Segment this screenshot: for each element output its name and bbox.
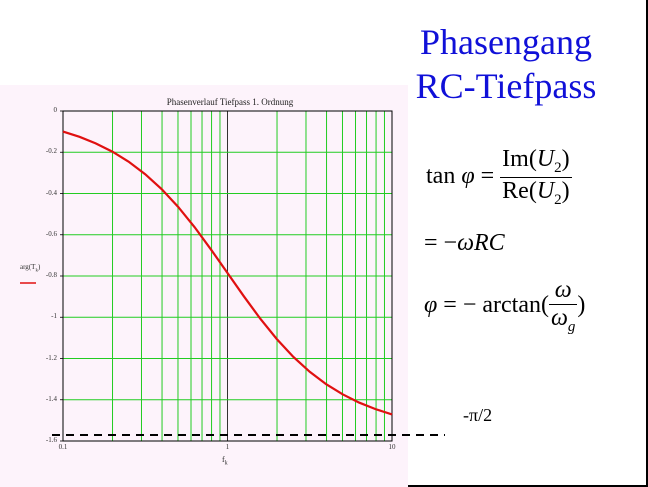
- y-tick-label: -0.4: [45, 188, 57, 197]
- f1-num-open: (: [528, 146, 537, 172]
- f1-num-close: ): [561, 146, 570, 172]
- phase-curve: [62, 130, 393, 416]
- f1-den-fn: Re: [502, 177, 529, 204]
- x-axis-label: fk: [222, 455, 228, 467]
- y-tick-label: -1.4: [45, 394, 57, 403]
- f1-lhs-fn: tan: [426, 162, 456, 189]
- f1-fraction: Im(U2) Re(U2): [500, 146, 572, 209]
- f1-num-sub: 2: [554, 159, 562, 176]
- y-axis-label-open: (: [28, 263, 32, 271]
- formula-omega-rc: = −ωRC: [424, 230, 505, 257]
- f3-numerator: ω: [548, 277, 578, 305]
- f3-fraction: ω ωg: [548, 277, 578, 336]
- slide-title: Phasengang RC-Tiefpass: [400, 20, 612, 108]
- y-tick-label: -0.8: [45, 271, 57, 279]
- f1-den-close: ): [561, 177, 570, 204]
- f1-den-open: (: [528, 177, 537, 204]
- reference-line-label: -π/2: [463, 405, 493, 425]
- y-axis-label-var: T: [31, 263, 36, 271]
- f2-eq: = −: [424, 230, 458, 256]
- y-axis-label-fn: arg: [20, 263, 29, 271]
- y-tick-label: -1.6: [45, 436, 57, 444]
- y-tick-label: -1: [51, 312, 57, 321]
- phase-chart: [20, 110, 445, 442]
- y-tick-label: 0: [53, 106, 58, 114]
- x-tick-label: 1: [225, 443, 230, 451]
- chart-title: Phasenverlauf Tiefpass 1. Ordnung: [166, 97, 294, 107]
- y-tick-label: -0.2: [45, 147, 57, 156]
- x-tick-label: 10: [388, 443, 396, 451]
- formula-tan-phi: tan φ = Im(U2) Re(U2): [426, 146, 572, 209]
- f3-lhs: φ: [424, 291, 438, 318]
- f1-den-var: U: [536, 177, 555, 204]
- y-tick-label: -0.6: [45, 229, 57, 238]
- y-tick-label: -1.2: [45, 353, 57, 362]
- f3-denominator: ωg: [549, 305, 577, 336]
- f1-num-var: U: [536, 146, 555, 172]
- y-axis-label-sub: k: [35, 268, 38, 274]
- x-tick-label: 0.1: [58, 443, 68, 451]
- f3-den-sub: g: [567, 318, 576, 335]
- f1-denominator: Re(U2): [500, 178, 572, 209]
- f1-num-fn: Im: [502, 146, 529, 172]
- x-axis-label-var: f: [222, 455, 225, 464]
- x-axis-label-sub: k: [224, 460, 228, 467]
- y-axis-label-close: ): [37, 263, 41, 271]
- f1-eq: =: [480, 162, 495, 189]
- f3-close: ): [577, 291, 586, 318]
- f1-lhs-var: φ: [461, 162, 475, 189]
- f1-numerator: Im(U2): [500, 146, 572, 178]
- title-line-1: Phasengang: [420, 22, 592, 62]
- f3-den-var: ω: [550, 305, 568, 331]
- title-line-2: RC-Tiefpass: [415, 66, 597, 106]
- formula-phi-arctan: φ = − arctan(ω ωg): [424, 277, 585, 336]
- f1-den-sub: 2: [554, 191, 562, 208]
- y-axis-label: arg(Tk): [20, 263, 40, 273]
- f2-rest: ωRC: [457, 230, 505, 256]
- f3-eq: = − arctan(: [443, 291, 549, 318]
